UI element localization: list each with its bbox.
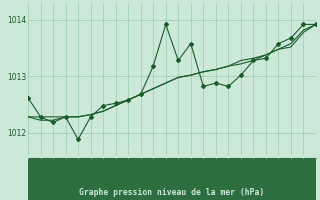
Text: Graphe pression niveau de la mer (hPa): Graphe pression niveau de la mer (hPa) bbox=[79, 188, 265, 197]
